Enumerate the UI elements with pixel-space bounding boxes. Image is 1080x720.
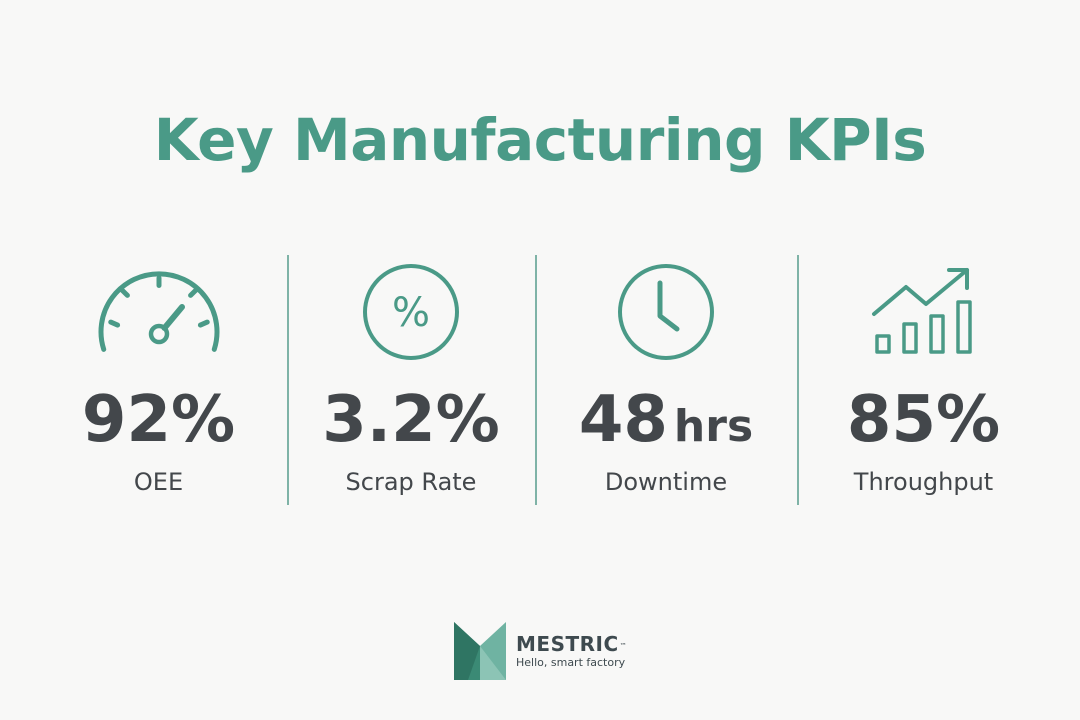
- clock-icon: [535, 262, 797, 362]
- kpi-value: 3.2%: [322, 383, 500, 457]
- kpi-oee: 92% OEE: [30, 250, 287, 510]
- svg-text:%: %: [392, 290, 430, 336]
- kpi-throughput: 85% Throughput: [797, 250, 1050, 510]
- brand-name: MESTRIC™: [516, 632, 628, 656]
- kpi-row: 92% OEE % 3.2% Scrap Rate: [30, 250, 1050, 510]
- kpi-label: Throughput: [853, 468, 994, 496]
- mestric-logo-icon: [454, 622, 506, 680]
- growth-chart-icon: [797, 262, 1050, 362]
- kpi-value: 48 hrs: [578, 383, 754, 457]
- kpi-unit: hrs: [673, 401, 754, 452]
- percent-icon: %: [287, 262, 535, 362]
- brand-tagline: Hello, smart factory: [516, 656, 626, 669]
- brand-footer: MESTRIC™ Hello, smart factory: [454, 622, 627, 680]
- kpi-downtime: 48 hrs Downtime: [535, 250, 797, 510]
- kpi-label: Scrap Rate: [345, 468, 477, 496]
- kpi-scrap-rate: % 3.2% Scrap Rate: [287, 250, 535, 510]
- speedometer-icon: [30, 262, 287, 362]
- brand-text: MESTRIC™ Hello, smart factory: [516, 632, 627, 670]
- kpi-value: 92%: [81, 383, 236, 457]
- page-title: Key Manufacturing KPIs: [153, 106, 927, 174]
- kpi-label: Downtime: [604, 468, 728, 496]
- trademark-symbol: ™: [619, 642, 628, 650]
- kpi-label: OEE: [133, 468, 184, 496]
- kpi-value: 85%: [846, 383, 1001, 457]
